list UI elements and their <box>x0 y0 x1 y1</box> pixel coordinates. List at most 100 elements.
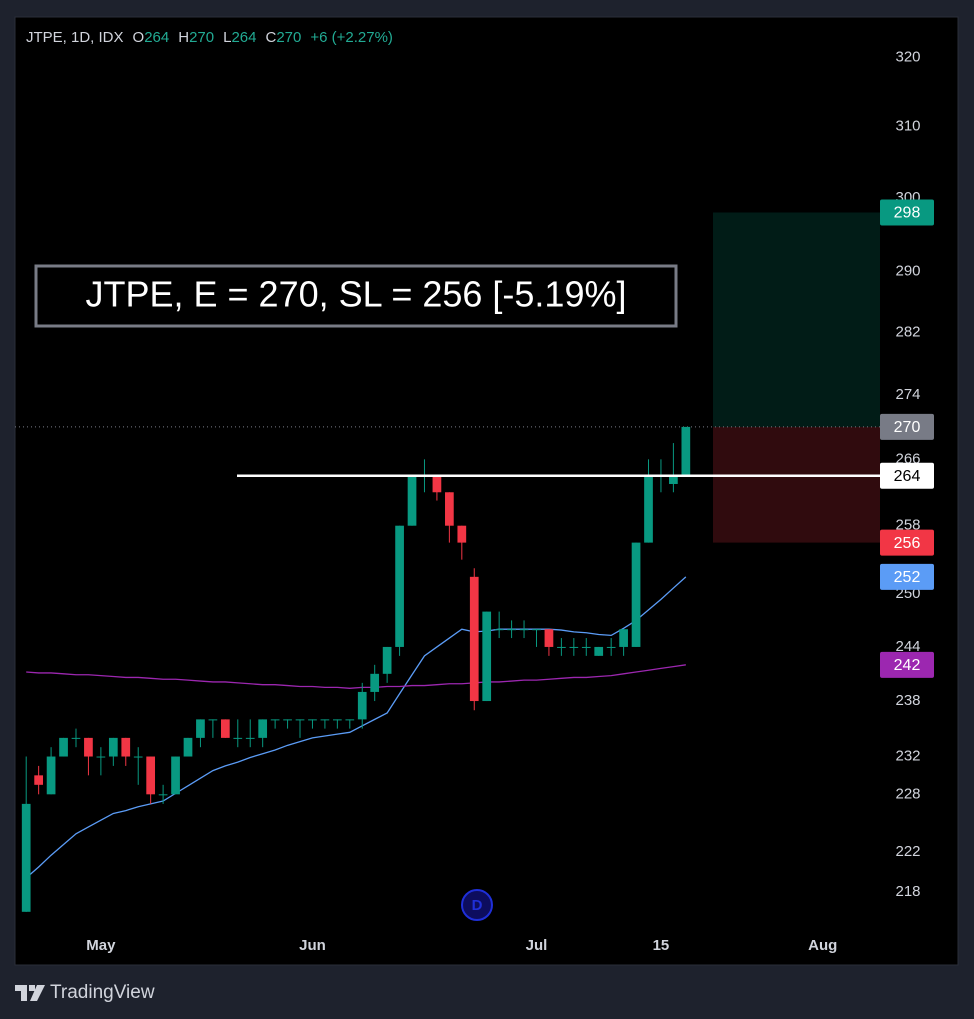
y-tick-label: 232 <box>895 747 920 764</box>
candle-body <box>208 719 218 721</box>
candle-body <box>196 719 205 738</box>
x-tick-label: 15 <box>653 937 670 954</box>
y-tick-label: 218 <box>895 883 920 900</box>
candle-body <box>407 475 417 526</box>
candle-body <box>146 756 156 795</box>
ohlc-value: 270 <box>189 29 215 46</box>
candle-body <box>96 756 106 758</box>
price-label: 242 <box>894 657 921 674</box>
chart-panel <box>14 16 959 966</box>
candle-body <box>370 673 380 692</box>
candle-body <box>457 525 467 543</box>
logo <box>15 985 45 1001</box>
price-label-bg <box>880 413 934 440</box>
price-label-bg <box>880 563 934 590</box>
candle-body <box>308 719 317 721</box>
y-tick-label: 274 <box>895 386 920 403</box>
candle-body <box>183 737 193 757</box>
ohlc-value: 264 <box>144 29 170 46</box>
candle-body <box>569 646 579 648</box>
candle-body <box>619 629 628 647</box>
price-label: 256 <box>894 535 921 552</box>
moving-average-line <box>25 576 687 879</box>
candle-body <box>320 719 330 721</box>
candle-body <box>345 719 355 721</box>
symbol: JTPE, 1D, IDX <box>26 29 124 46</box>
price-label: 264 <box>894 468 921 485</box>
candle-body <box>432 475 442 493</box>
loss-zone <box>713 426 880 543</box>
candle-body <box>557 646 566 648</box>
brand: TradingView <box>50 982 155 1003</box>
candle-body <box>21 803 31 912</box>
candle-body <box>46 756 56 795</box>
candle-body <box>270 719 280 721</box>
price-label: 252 <box>894 569 921 586</box>
candle-body <box>606 646 616 648</box>
ohlc-value: 270 <box>276 29 302 46</box>
candle-body <box>158 794 168 796</box>
y-tick-label: 282 <box>895 323 920 340</box>
candle-body <box>258 719 268 738</box>
candle-body <box>469 576 479 702</box>
ohlc-label: L <box>223 29 232 46</box>
moving-average-line <box>26 664 686 689</box>
profit-zone <box>713 212 880 427</box>
candle-body <box>133 756 143 758</box>
ohlc-value: 264 <box>231 29 257 46</box>
candle-body <box>507 629 516 631</box>
candle-body <box>283 719 292 721</box>
candle-body <box>631 542 641 647</box>
annotation-box <box>34 264 678 328</box>
ohlc-label: H <box>178 29 190 46</box>
footer: TradingView <box>15 980 155 1006</box>
x-tick-label: May <box>86 937 116 954</box>
candle-body <box>644 475 653 543</box>
legend-header: JTPE, 1D, IDX O264 H270 L264 C270 +6 (+2.27%) <box>26 29 393 46</box>
ohlc-label: O <box>132 29 145 46</box>
annotation-text: JTPE, E = 270, SL = 256 [-5.19%] <box>86 274 627 315</box>
y-tick-label: 258 <box>895 517 920 534</box>
candle-body <box>494 629 504 631</box>
candle-body <box>34 775 44 785</box>
candle-body <box>332 719 342 721</box>
x-tick-label: Jun <box>299 937 326 954</box>
candle-body <box>295 719 305 721</box>
candle-body <box>544 629 554 647</box>
candle-body <box>245 737 255 739</box>
ohlc-label: C <box>265 29 277 46</box>
candle-body <box>482 611 492 702</box>
price-label: 298 <box>894 205 921 222</box>
candle-body <box>395 525 404 647</box>
candle-body <box>594 646 604 656</box>
y-tick-label: 238 <box>895 692 920 709</box>
change: +6 (+2.27%) <box>310 29 393 46</box>
y-tick-label: 310 <box>895 118 920 135</box>
candle-body <box>108 737 118 757</box>
candle-body <box>357 691 367 720</box>
y-tick-label: 320 <box>895 49 920 66</box>
price-label-bg <box>880 529 934 556</box>
candle-body <box>59 737 68 757</box>
x-tick-label: Aug <box>808 937 837 954</box>
candle-body <box>669 475 678 484</box>
candle-body <box>220 719 230 738</box>
price-label-bg <box>880 199 934 226</box>
event-marker-label: D <box>472 897 483 914</box>
price-label-bg <box>880 651 934 678</box>
candle-body <box>519 629 529 631</box>
event-marker <box>461 889 493 921</box>
candle-body <box>71 737 81 739</box>
candle-body <box>84 737 93 757</box>
candle-body <box>532 629 541 631</box>
candle-body <box>233 737 243 739</box>
candle-body <box>681 426 691 476</box>
y-tick-label: 228 <box>895 785 920 802</box>
candle-body <box>171 756 180 795</box>
y-tick-label: 222 <box>895 843 920 860</box>
candle-body <box>445 492 454 526</box>
x-tick-label: Jul <box>526 937 548 954</box>
candle-body <box>581 646 591 648</box>
candle-body <box>121 737 131 757</box>
